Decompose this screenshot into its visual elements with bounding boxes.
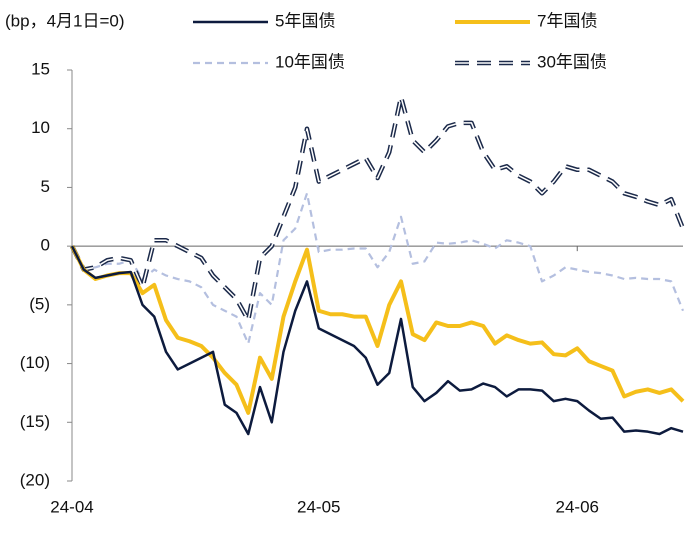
- series-line: [69, 94, 686, 323]
- y-tick-label: 15: [31, 59, 50, 78]
- legend-label: 5年国债: [275, 11, 335, 30]
- y-tick-label: 10: [31, 118, 50, 137]
- y-tick-label: (10): [20, 353, 50, 372]
- series-line-inner: [71, 96, 684, 321]
- x-tick-label: 24-04: [50, 497, 93, 516]
- legend-label: 30年国债: [537, 52, 607, 71]
- series-line: [70, 245, 685, 415]
- legend-label: 10年国债: [275, 52, 345, 71]
- series-line: [71, 192, 685, 345]
- y-tick-label: 0: [41, 236, 50, 255]
- y-tick-label: 5: [41, 177, 50, 196]
- x-tick-label: 24-05: [297, 497, 340, 516]
- x-tick-label: 24-06: [556, 497, 599, 516]
- y-tick-label: (20): [20, 470, 50, 489]
- legend-label: 7年国债: [537, 11, 597, 30]
- series-line: [70, 245, 684, 436]
- y-axis-label: (bp，4月1日=0): [5, 11, 125, 30]
- y-tick-label: (5): [29, 294, 50, 313]
- y-tick-label: (15): [20, 412, 50, 431]
